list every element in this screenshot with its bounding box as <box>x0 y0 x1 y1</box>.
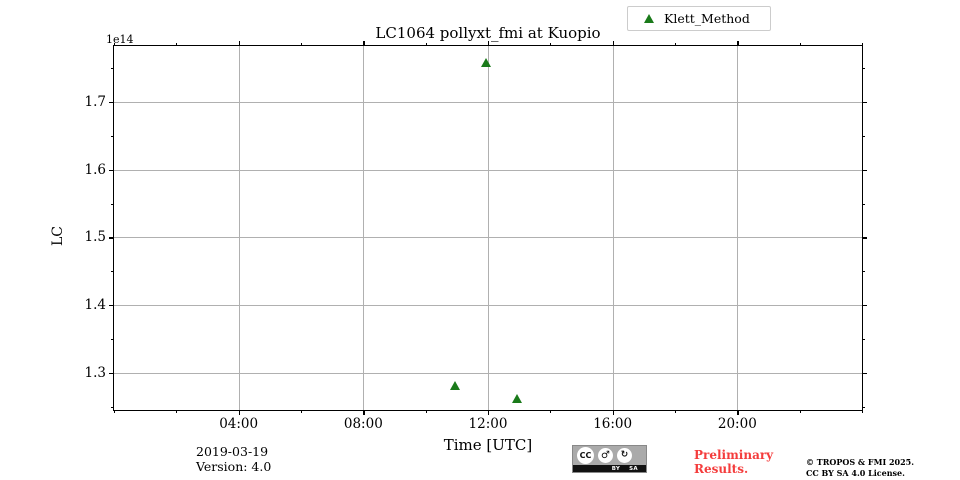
y-axis-tick-label: 1.6 <box>84 161 106 178</box>
x-axis-minor-tick <box>114 410 116 413</box>
copyright-line-1: © TROPOS & FMI 2025. <box>806 457 915 467</box>
x-axis-minor-tick-top <box>799 43 801 46</box>
cc-badge-symbols: CC ♂ ↻ <box>573 446 646 465</box>
y-axis-tick-right <box>862 169 867 172</box>
gridline-vertical <box>238 46 240 410</box>
x-axis-tick-label: 04:00 <box>219 416 259 432</box>
y-axis-offset-label: 1e14 <box>106 33 134 46</box>
x-axis-tick-label: 12:00 <box>468 416 508 432</box>
x-axis-tick-label: 20:00 <box>717 416 757 432</box>
x-axis-minor-tick <box>862 410 864 413</box>
y-axis-minor-tick-right <box>862 406 865 408</box>
y-axis-minor-tick <box>111 406 114 408</box>
preliminary-line-2: Results. <box>694 462 749 476</box>
copyright-line-2: CC BY SA 4.0 License. <box>806 467 905 478</box>
x-axis-tick <box>612 410 614 415</box>
cc-badge-captions: BY SA <box>573 465 646 472</box>
y-axis-minor-tick-right <box>862 338 865 341</box>
x-axis-minor-tick-top <box>176 43 178 46</box>
y-axis-title: LC <box>50 225 67 247</box>
gridline-vertical <box>488 46 489 410</box>
legend-item-label: Klett_Method <box>664 11 750 26</box>
y-axis-minor-tick <box>111 68 114 70</box>
x-axis-title: Time [UTC] <box>443 436 533 454</box>
x-axis-minor-tick-top <box>301 43 303 46</box>
x-axis-minor-tick <box>425 410 427 413</box>
x-axis-tick <box>238 410 240 415</box>
y-axis-tick-right <box>862 372 867 375</box>
x-axis-tick-label: 08:00 <box>343 416 383 432</box>
y-axis-minor-tick-right <box>862 203 865 205</box>
preliminary-line-1: Preliminary <box>694 448 774 462</box>
x-axis-tick-top <box>238 41 240 46</box>
x-axis-tick <box>488 410 490 415</box>
x-axis-minor-tick <box>176 410 178 413</box>
data-point-marker <box>480 57 491 67</box>
data-point-marker <box>450 380 461 390</box>
chart-title: LC1064 pollyxt_fmi at Kuopio <box>375 24 601 42</box>
x-axis-tick-top <box>363 41 365 46</box>
x-axis-minor-tick <box>799 410 801 413</box>
y-axis-minor-tick <box>111 203 114 205</box>
data-point-marker <box>511 394 522 404</box>
y-axis-tick-right <box>862 305 867 307</box>
y-axis-tick-label: 1.5 <box>84 229 106 246</box>
plot-area: 1.3 1.4 1.5 1.6 1.7 04:00 08:00 12:00 16:00 20:00 <box>85 41 867 432</box>
y-axis-tick <box>109 372 114 375</box>
x-axis-tick-top <box>737 41 739 46</box>
gridline-vertical <box>363 46 365 410</box>
x-axis-minor-tick <box>550 410 552 413</box>
y-axis-minor-tick-right <box>862 135 865 138</box>
x-axis-tick-top <box>612 41 614 46</box>
x-axis-minor-tick <box>675 410 677 413</box>
x-axis-minor-tick-top <box>114 43 116 46</box>
legend-marker-triangle-icon <box>644 14 654 23</box>
x-axis-minor-tick <box>301 410 303 413</box>
x-axis-tick-label: 16:00 <box>593 416 633 432</box>
x-axis-tick-top <box>488 41 490 46</box>
y-axis-tick-label: 1.7 <box>84 94 106 111</box>
y-axis-minor-tick <box>111 271 114 273</box>
cc-sa-share-alike-icon: ↻ <box>617 448 632 463</box>
y-axis-minor-tick-right <box>862 68 865 70</box>
gridline-vertical <box>737 46 739 410</box>
x-axis-minor-tick-top <box>862 43 864 46</box>
y-axis-minor-tick <box>111 135 114 138</box>
cc-sa-text: SA <box>629 465 638 472</box>
copyright-notice: © TROPOS & FMI 2025. CC BY SA 4.0 Licens… <box>806 457 914 478</box>
x-axis-tick <box>737 410 739 415</box>
cc-by-person-icon: ♂ <box>598 448 613 463</box>
footer-date: 2019-03-19 <box>196 444 269 459</box>
gridline-vertical <box>612 46 614 410</box>
y-axis-tick-right <box>862 102 867 104</box>
footer-version: Version: 4.0 <box>196 459 272 474</box>
creative-commons-badge-icon: CC ♂ ↻ BY SA <box>572 445 647 473</box>
x-axis-minor-tick-top <box>675 43 677 46</box>
x-axis-minor-tick-top <box>550 43 552 46</box>
footer-date-version: 2019-03-19 Version: 4.0 <box>196 444 271 474</box>
x-axis-tick <box>363 410 365 415</box>
y-axis-tick-label: 1.3 <box>84 364 106 381</box>
y-axis-tick <box>109 102 114 104</box>
y-axis-minor-tick <box>111 338 114 341</box>
y-axis-tick <box>109 237 114 239</box>
preliminary-results-notice: Preliminary Results. <box>694 448 773 476</box>
y-axis-tick <box>109 305 114 307</box>
cc-logo-icon: CC <box>577 447 594 464</box>
y-axis-minor-tick-right <box>862 271 865 273</box>
y-axis-tick <box>109 169 114 172</box>
y-axis-tick-label: 1.4 <box>84 297 106 314</box>
chart-legend[interactable]: Klett_Method <box>627 6 771 31</box>
x-axis-minor-tick-top <box>425 43 427 46</box>
cc-by-text: BY <box>611 465 621 472</box>
y-axis-tick-right <box>862 237 867 239</box>
